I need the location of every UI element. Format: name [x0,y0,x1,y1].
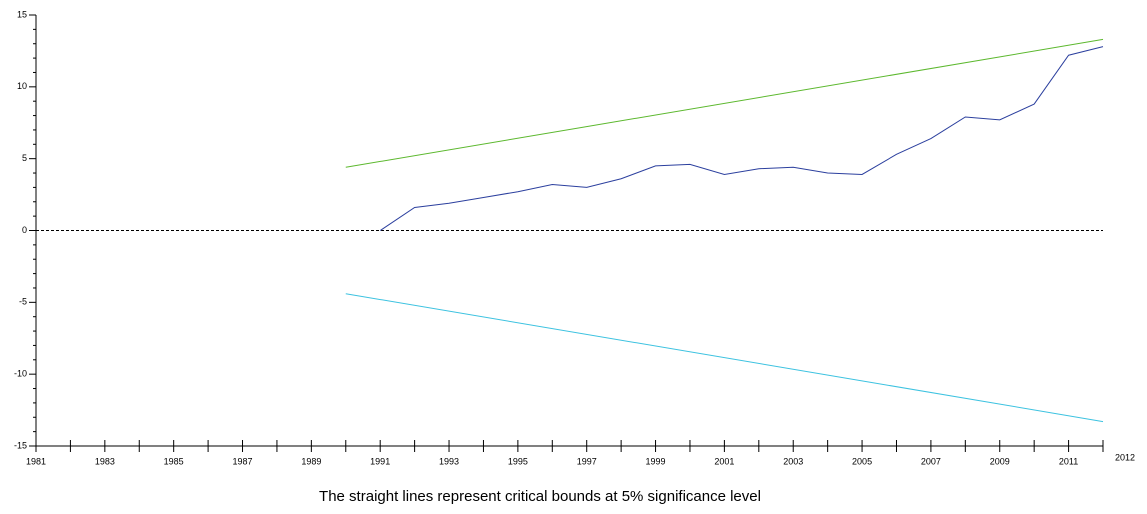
x-tick-label: 1999 [646,456,666,466]
series-line [345,293,1104,423]
y-tick-label: 10 [17,81,27,91]
series-line [345,38,1104,168]
x-tick-label: 2011 [1059,456,1078,466]
x-tick-label: 2005 [852,456,872,466]
x-tick-label: 2012 [1115,452,1135,462]
y-tick-label: 15 [17,9,27,19]
x-tick-label: 1993 [439,456,459,466]
y-tick-label: -10 [14,369,27,379]
x-tick-label: 1989 [301,456,321,466]
annotation: The straight lines represent critical bo… [319,488,761,505]
x-tick-label: 2003 [783,456,803,466]
series-line [379,46,1104,231]
x-tick-label: 2007 [921,456,941,466]
x-tick-label: 2001 [714,456,734,466]
y-tick-label: -15 [14,440,27,450]
y-tick-label: 5 [22,153,27,163]
x-tick-label: 1995 [508,456,528,466]
x-tick-label: 1997 [577,456,597,466]
y-tick-label: -5 [19,297,27,307]
x-tick-label: 1987 [233,456,253,466]
x-tick-label: 1981 [26,456,46,466]
x-tick-label: 2009 [990,456,1010,466]
y-tick-label: 0 [22,225,27,235]
x-tick-label: 1983 [95,456,115,466]
x-tick-label: 1985 [164,456,184,466]
x-tick-label: 1991 [370,456,390,466]
